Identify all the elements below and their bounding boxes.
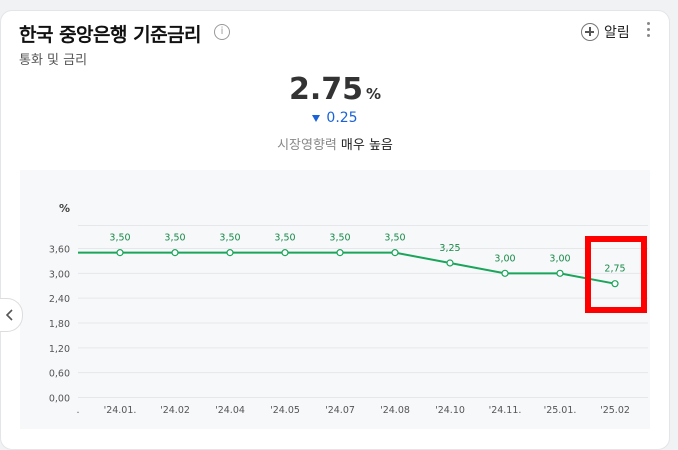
rate-value: 2.75 xyxy=(288,72,363,107)
data-point xyxy=(611,280,619,288)
alarm-label: 알림 xyxy=(604,25,630,41)
y-axis-unit: % xyxy=(59,202,70,215)
x-tick-label: '25.02 xyxy=(600,405,630,416)
data-label: 3,50 xyxy=(274,233,295,244)
alarm-button[interactable]: 알림 xyxy=(581,21,630,43)
y-tick-label: 3,60 xyxy=(49,245,70,256)
data-point xyxy=(171,249,179,257)
rate-change: 0.25 xyxy=(0,110,670,126)
chevron-left-icon xyxy=(5,309,13,321)
data-point xyxy=(336,249,344,257)
category-subtitle: 통화 및 금리 xyxy=(19,53,88,68)
x-tick-label: '24.07 xyxy=(325,405,355,416)
market-impact-label: 시장영향력 xyxy=(277,138,337,153)
data-label: 3,50 xyxy=(384,233,405,244)
data-point xyxy=(556,269,564,277)
y-tick-label: 3,00 xyxy=(49,269,70,280)
data-label: 3,50 xyxy=(109,233,130,244)
x-tick-label-partial: . xyxy=(76,405,79,416)
data-point xyxy=(281,249,289,257)
market-impact: 시장영향력 매우 높음 xyxy=(0,134,670,153)
x-tick-label: '24.04 xyxy=(215,405,245,416)
data-label: 2,75 xyxy=(604,264,625,275)
data-label: 3,00 xyxy=(494,253,515,264)
data-label: 3,00 xyxy=(549,253,570,264)
y-tick-label: 2,40 xyxy=(49,294,70,305)
data-label: 3,50 xyxy=(219,233,240,244)
data-label: 3,25 xyxy=(439,243,460,254)
more-vertical-icon[interactable] xyxy=(647,22,651,40)
x-tick-label: '24.08 xyxy=(380,405,410,416)
x-tick-label: '24.10 xyxy=(435,405,465,416)
data-label: 3,50 xyxy=(164,233,185,244)
series-line xyxy=(78,251,616,285)
data-point xyxy=(116,249,124,257)
y-tick-label: 0,60 xyxy=(49,369,70,380)
x-tick-label: '24.11. xyxy=(489,405,522,416)
data-label: 3,50 xyxy=(329,233,350,244)
info-icon[interactable]: i xyxy=(214,24,230,40)
down-triangle-icon xyxy=(312,114,321,122)
data-point xyxy=(226,249,234,257)
market-impact-value: 매우 높음 xyxy=(340,138,393,153)
rate-line-chart: % 0,00 0,60 1,20 1,80 2,40 3,00 3,60 '24.01. '24.… xyxy=(49,202,648,416)
rate-change-value: 0.25 xyxy=(326,110,358,126)
data-point xyxy=(391,249,399,257)
latest-value-highlight xyxy=(585,236,647,313)
x-tick-label: '25.01. xyxy=(544,405,577,416)
plus-icon xyxy=(581,23,599,41)
x-tick-label: '24.02 xyxy=(160,405,190,416)
y-tick-label: 1,20 xyxy=(49,344,70,355)
data-point xyxy=(446,259,454,267)
chart-area xyxy=(20,170,650,429)
y-tick-label: 1,80 xyxy=(49,319,70,330)
data-point xyxy=(501,269,509,277)
rate-display: 2.75% xyxy=(0,72,670,107)
y-tick-label: 0,00 xyxy=(49,394,70,405)
page-title: 한국 중앙은행 기준금리 xyxy=(19,24,202,46)
rate-unit: % xyxy=(366,85,382,103)
x-tick-label: '24.01. xyxy=(104,405,137,416)
x-tick-label: '24.05 xyxy=(270,405,300,416)
